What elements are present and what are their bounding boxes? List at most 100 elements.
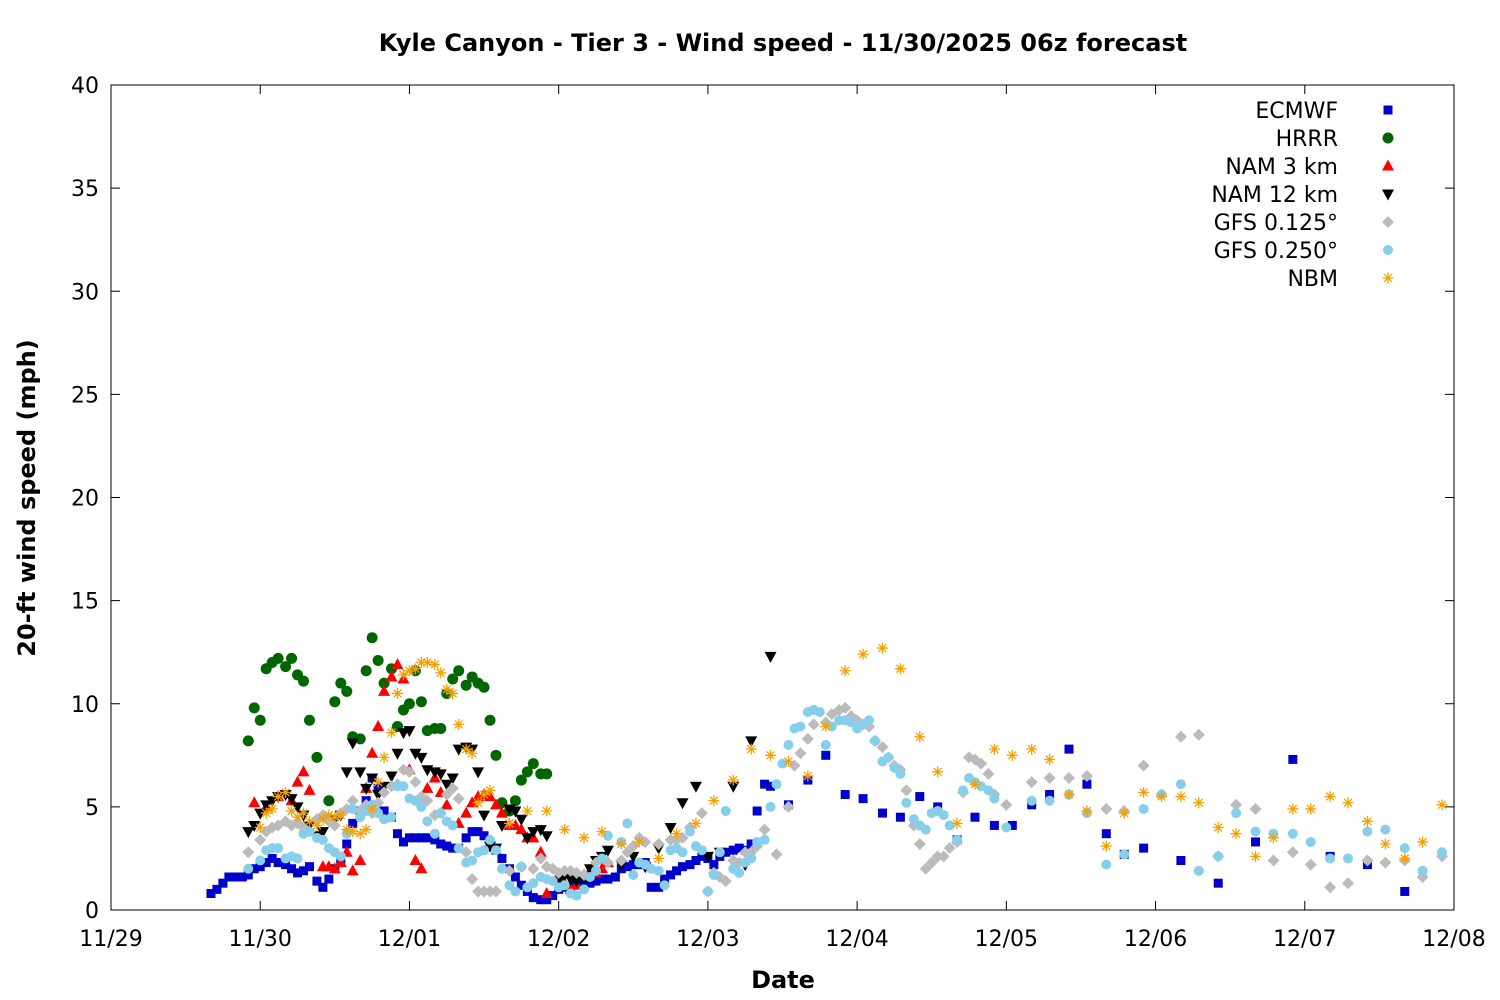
data-point (579, 884, 590, 895)
data-point (666, 870, 676, 880)
data-point (335, 809, 347, 821)
y-tick-label: 20 (71, 487, 99, 512)
data-point (534, 852, 547, 865)
data-point (937, 850, 950, 863)
data-point (610, 872, 620, 882)
x-axis-title: Date (751, 966, 815, 994)
data-point (323, 795, 335, 807)
data-point (435, 723, 447, 734)
data-point (422, 833, 432, 843)
data-point (249, 864, 259, 874)
data-point (478, 789, 490, 800)
data-point (745, 743, 757, 755)
data-point (1286, 846, 1299, 859)
data-point (403, 765, 416, 778)
data-point (603, 874, 613, 884)
data-point (328, 819, 341, 832)
y-tick-label: 30 (71, 280, 99, 305)
data-point (460, 806, 473, 818)
data-point (242, 735, 254, 747)
data-point (840, 790, 850, 799)
data-point (702, 886, 713, 897)
data-point (366, 632, 378, 644)
data-point (527, 827, 540, 839)
data-point (452, 744, 465, 756)
y-tick-label: 25 (71, 383, 99, 408)
data-point (621, 846, 634, 859)
x-tick-label: 12/01 (378, 927, 441, 952)
data-point (453, 843, 464, 854)
legend-label: GFS 0.250° (1214, 239, 1338, 264)
data-point (1250, 826, 1261, 837)
data-point (341, 824, 353, 836)
data-point (659, 880, 670, 891)
data-point (652, 838, 665, 850)
data-point (559, 824, 571, 836)
data-point (596, 826, 608, 838)
data-point (857, 648, 869, 660)
data-point (379, 806, 389, 816)
data-point (591, 876, 601, 886)
data-point (1137, 759, 1150, 772)
data-point (466, 747, 478, 759)
data-point (1044, 753, 1056, 765)
data-point (478, 681, 490, 693)
data-point (255, 855, 266, 866)
data-point (536, 895, 546, 905)
data-point (360, 783, 373, 795)
data-point (254, 714, 266, 726)
data-point (719, 875, 732, 888)
series-0 (206, 744, 1410, 905)
axis-ticks: 0 5 10 15 20 25 30 35 40 11/29 11/30 12/01 12/02 12/0… (71, 74, 1486, 952)
data-point (415, 657, 427, 668)
data-point (441, 683, 453, 695)
data-point (298, 866, 308, 876)
data-point (403, 698, 415, 710)
data-point (913, 838, 926, 850)
data-point (1043, 772, 1056, 784)
data-point (988, 743, 1000, 755)
data-point (515, 823, 528, 835)
plot-area (110, 84, 1455, 911)
data-point (1417, 865, 1428, 876)
data-point (446, 782, 459, 795)
data-point (1379, 838, 1391, 850)
data-point (516, 880, 526, 890)
data-point (372, 719, 385, 731)
data-point (354, 854, 367, 865)
data-point (1193, 865, 1204, 876)
data-point (346, 864, 359, 876)
series-2 (248, 658, 614, 898)
data-point (864, 715, 875, 726)
data-point (734, 867, 745, 878)
data-point (870, 735, 881, 746)
data-point (237, 872, 247, 882)
data-point (559, 880, 570, 891)
data-point (752, 806, 762, 816)
legend-marker (1382, 132, 1394, 144)
data-point (714, 847, 725, 858)
x-tick-label: 12/04 (825, 927, 888, 952)
data-point (943, 842, 956, 855)
data-point (690, 817, 702, 829)
data-point (416, 833, 426, 843)
data-point (1249, 802, 1262, 815)
data-point (676, 831, 689, 844)
data-point (782, 756, 794, 767)
data-point (435, 808, 446, 819)
data-point (826, 721, 837, 732)
data-point (1175, 791, 1187, 803)
data-point (746, 839, 756, 849)
data-point (280, 661, 292, 673)
data-point (672, 866, 682, 876)
data-point (453, 665, 465, 677)
data-point (858, 794, 868, 804)
y-tick-label: 15 (71, 590, 99, 615)
data-point (303, 815, 315, 827)
data-point (378, 684, 391, 696)
data-point (354, 733, 366, 745)
data-point (889, 762, 900, 773)
data-point (925, 856, 938, 869)
data-point (951, 817, 963, 829)
data-point (409, 776, 422, 789)
